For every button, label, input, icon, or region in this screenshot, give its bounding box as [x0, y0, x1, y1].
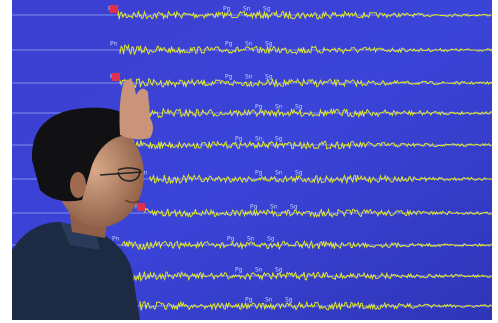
phase-label: Sg — [285, 297, 293, 304]
phase-label: Pg — [245, 297, 253, 304]
phase-label: Sn — [255, 136, 263, 143]
phase-label: Sn — [255, 267, 263, 274]
phase-label: Sg — [290, 204, 298, 211]
phase-label: Pg — [223, 6, 231, 13]
phase-label: Sn — [243, 6, 251, 13]
phase-label: Pn — [110, 41, 118, 48]
phase-label: Pg — [235, 136, 243, 143]
phase-label: Pg — [225, 74, 233, 81]
phase-label: Sg — [275, 136, 283, 143]
mouth — [124, 199, 141, 204]
phase-label: Sn — [275, 170, 283, 177]
phase-label: Sg — [265, 74, 273, 81]
phase-label: Pn — [112, 236, 120, 243]
phase-label: Pg — [250, 204, 258, 211]
waveform — [139, 300, 492, 311]
person — [12, 79, 153, 320]
phase-label: Sg — [295, 170, 303, 177]
phase-label: Sn — [245, 74, 253, 81]
waveform — [144, 206, 493, 219]
hair — [31, 107, 145, 202]
phase-label: Pg — [227, 236, 235, 243]
waveform — [121, 239, 492, 251]
phase-label: Pg — [235, 267, 243, 274]
phase-label: Pg — [255, 170, 263, 177]
waveform — [117, 9, 492, 21]
phase-label: Pg — [255, 104, 263, 111]
waveform — [149, 107, 493, 119]
waveform — [149, 173, 493, 185]
phase-label: Sn — [247, 236, 255, 243]
phase-label: Sg — [265, 41, 273, 48]
phase-label: Sn — [275, 104, 283, 111]
pick-marker — [112, 73, 120, 81]
phase-label: Sn — [265, 297, 273, 304]
phase-label: Sg — [263, 6, 271, 13]
waveform — [119, 43, 493, 56]
waveform — [119, 77, 493, 89]
waveform — [129, 139, 492, 151]
pick-marker — [137, 203, 145, 211]
phase-label: Sn — [270, 204, 278, 211]
phase-label: Sg — [295, 104, 303, 111]
shirt — [12, 222, 140, 320]
phase-label: Sg — [275, 267, 283, 274]
phase-label: Sg — [267, 236, 275, 243]
ear — [70, 172, 86, 198]
hand — [119, 79, 153, 140]
glasses — [99, 167, 143, 182]
pick-marker — [110, 5, 118, 13]
phase-label: Pg — [225, 41, 233, 48]
waveform — [129, 270, 492, 282]
phase-label: Sn — [245, 41, 253, 48]
